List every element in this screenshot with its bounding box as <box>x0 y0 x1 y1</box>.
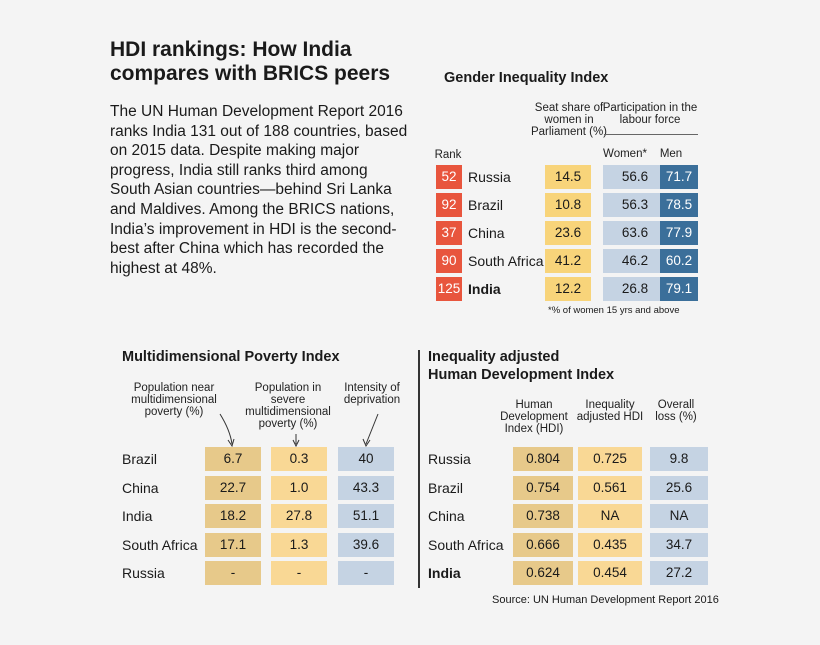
gii-country-label: Russia <box>468 169 511 185</box>
mpi-near-cell: 6.7 <box>205 447 261 471</box>
ihdi-hdi-cell: 0.754 <box>513 475 573 500</box>
gii-seat-cell: 12.2 <box>545 277 591 301</box>
gii-women-cell: 56.3 <box>603 193 667 217</box>
mpi-title: Multidimensional Poverty Index <box>122 349 340 365</box>
gii-rank-header: Rank <box>434 149 462 161</box>
ihdi-hdi-cell: 0.738 <box>513 504 573 528</box>
intro-paragraph: The UN Human Development Report 2016 ran… <box>110 103 408 277</box>
ihdi-country-label: Brazil <box>428 479 464 496</box>
gii-men-cell: 78.5 <box>660 193 698 217</box>
mpi-severe-cell: 27.8 <box>271 504 327 528</box>
ihdi-loss-cell: 27.2 <box>650 561 708 585</box>
gii-men-cell: 60.2 <box>660 249 698 273</box>
gii-title: Gender Inequality Index <box>444 70 609 86</box>
gii-women-cell: 56.6 <box>603 165 667 189</box>
gii-country-label: Brazil <box>468 197 504 213</box>
gii-women-cell: 46.2 <box>603 249 667 273</box>
gii-men-cell: 71.7 <box>660 165 698 189</box>
ihdi-title-line1: Inequality adjusted <box>428 349 560 365</box>
mpi-arrow-near <box>219 413 233 445</box>
gii-country-label: India <box>468 281 501 297</box>
mpi-country-label: China <box>122 479 159 496</box>
ihdi-adjusted-cell: 0.561 <box>578 475 642 500</box>
gii-country-label: South Africa <box>468 253 544 269</box>
gii-rank-cell: 90 <box>436 249 462 273</box>
gii-men-header: Men <box>659 148 683 160</box>
mpi-severe-cell: - <box>271 561 327 585</box>
mpi-near-cell: 22.7 <box>205 475 261 500</box>
mpi-intensity-cell: 43.3 <box>338 475 394 500</box>
gii-country-label: China <box>468 225 505 241</box>
ihdi-country-label: Russia <box>428 451 471 467</box>
mpi-severe-cell: 0.3 <box>271 447 327 471</box>
ihdi-hdi-cell: 0.624 <box>513 561 573 585</box>
ihdi-adjusted-cell: 0.435 <box>578 532 642 557</box>
mpi-country-label: South Africa <box>122 536 198 553</box>
page-title: HDI rankings: How India compares with BR… <box>110 38 391 85</box>
ihdi-adjusted-cell: 0.454 <box>578 561 642 585</box>
ihdi-loss-header: Overall loss (%) <box>655 399 697 423</box>
mpi-header-arrows <box>219 413 379 448</box>
ihdi-hdi-header: Human Development Index (HDI) <box>500 399 568 435</box>
ihdi-country-label: South Africa <box>428 536 504 553</box>
gii-rank-cell: 92 <box>436 193 462 217</box>
ihdi-loss-cell: 25.6 <box>650 475 708 500</box>
gii-rank-cell: 125 <box>436 277 462 301</box>
ihdi-title-line2: Human Development Index <box>428 367 615 383</box>
ihdi-adjusted-cell: 0.725 <box>578 447 642 471</box>
gii-seat-cell: 10.8 <box>545 193 591 217</box>
mpi-severe-header: Population in severe multidimensional po… <box>245 382 331 430</box>
ihdi-hdi-cell: 0.666 <box>513 532 573 557</box>
gii-women-header: Women* <box>603 148 647 160</box>
ihdi-loss-cell: 9.8 <box>650 447 708 471</box>
gii-seat-cell: 41.2 <box>545 249 591 273</box>
gii-seat-header: Seat share of women in Parliament (%) <box>530 102 608 138</box>
gii-rank-cell: 37 <box>436 221 462 245</box>
source-note: Source: UN Human Development Report 2016 <box>492 594 719 606</box>
mpi-country-label: Russia <box>122 565 165 581</box>
mpi-intensity-header: Intensity of deprivation <box>343 382 401 406</box>
mpi-severe-cell: 1.3 <box>271 532 327 557</box>
ihdi-hdi-cell: 0.804 <box>513 447 573 471</box>
gii-seat-cell: 23.6 <box>545 221 591 245</box>
mpi-intensity-cell: 51.1 <box>338 504 394 528</box>
mpi-severe-cell: 1.0 <box>271 475 327 500</box>
gii-men-cell: 79.1 <box>660 277 698 301</box>
mpi-near-cell: 18.2 <box>205 504 261 528</box>
gii-rank-cell: 52 <box>436 165 462 189</box>
gii-women-cell: 63.6 <box>603 221 667 245</box>
mpi-intensity-cell: - <box>338 561 394 585</box>
mpi-intensity-cell: 40 <box>338 447 394 471</box>
gii-labour-divider <box>604 134 698 135</box>
gii-seat-cell: 14.5 <box>545 165 591 189</box>
gii-labour-header: Participation in the labour force <box>602 102 698 126</box>
gii-men-cell: 77.9 <box>660 221 698 245</box>
mpi-intensity-cell: 39.6 <box>338 532 394 557</box>
ihdi-adjusted-cell: NA <box>578 504 642 528</box>
ihdi-adjusted-header: Inequality adjusted HDI <box>576 399 644 423</box>
mpi-country-label: India <box>122 508 153 524</box>
mpi-country-label: Brazil <box>122 451 158 467</box>
ihdi-loss-cell: 34.7 <box>650 532 708 557</box>
mpi-near-header: Population near multidimensional poverty… <box>131 382 217 418</box>
ihdi-loss-cell: NA <box>650 504 708 528</box>
ihdi-country-label: India <box>428 565 461 581</box>
gii-women-cell: 26.8 <box>603 277 667 301</box>
mpi-near-cell: 17.1 <box>205 532 261 557</box>
mpi-arrow-intensity <box>365 413 379 445</box>
section-divider <box>418 350 420 588</box>
ihdi-country-label: China <box>428 508 465 524</box>
gii-footnote: *% of women 15 yrs and above <box>548 305 680 316</box>
mpi-near-cell: - <box>205 561 261 585</box>
